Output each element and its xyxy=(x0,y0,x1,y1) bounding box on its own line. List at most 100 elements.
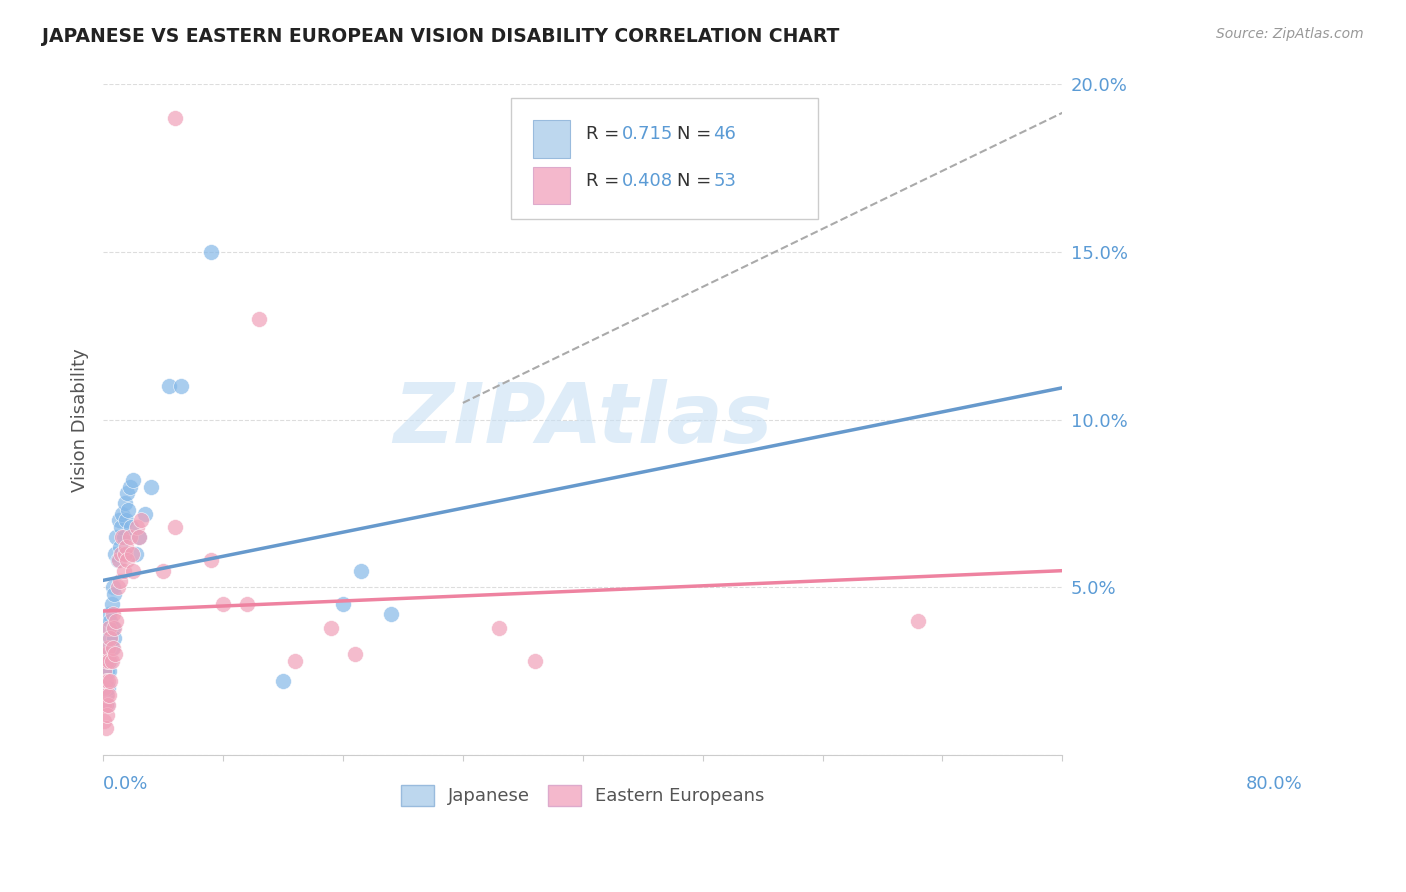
Point xyxy=(212,597,235,611)
Point xyxy=(200,245,222,260)
Point xyxy=(907,614,929,628)
Point xyxy=(114,547,136,561)
Point xyxy=(96,654,118,668)
Point xyxy=(98,607,121,621)
Point xyxy=(107,513,129,527)
Point xyxy=(284,654,307,668)
Text: R =: R = xyxy=(586,125,624,143)
Point xyxy=(200,553,222,567)
Point xyxy=(107,553,129,567)
Point xyxy=(101,640,124,655)
Point xyxy=(236,597,259,611)
Point xyxy=(93,714,115,729)
FancyBboxPatch shape xyxy=(533,120,571,158)
Point xyxy=(105,530,128,544)
Point xyxy=(98,620,121,634)
Point xyxy=(170,379,193,393)
Point xyxy=(152,564,174,578)
Point xyxy=(96,707,118,722)
Point xyxy=(96,688,118,702)
Point xyxy=(108,540,131,554)
Point xyxy=(120,520,142,534)
Point xyxy=(115,540,138,554)
Point xyxy=(128,530,150,544)
Point xyxy=(94,721,117,735)
Point xyxy=(488,620,510,634)
Point xyxy=(165,111,187,125)
Point xyxy=(96,698,118,712)
Point xyxy=(93,654,115,668)
Point xyxy=(98,654,121,668)
Point xyxy=(104,547,127,561)
Point xyxy=(94,640,117,655)
Point xyxy=(108,574,131,588)
Point xyxy=(115,553,138,567)
Text: 53: 53 xyxy=(713,171,737,190)
Point xyxy=(98,674,121,689)
Point xyxy=(97,681,120,695)
Point xyxy=(111,530,134,544)
Text: N =: N = xyxy=(676,171,717,190)
FancyBboxPatch shape xyxy=(533,167,571,204)
Point xyxy=(97,698,120,712)
Point xyxy=(115,486,138,500)
Point xyxy=(380,607,402,621)
Point xyxy=(104,648,127,662)
Point xyxy=(101,580,124,594)
Point xyxy=(101,607,124,621)
Point xyxy=(100,654,122,668)
Text: 0.715: 0.715 xyxy=(621,125,673,143)
Point xyxy=(122,564,145,578)
Point xyxy=(128,530,150,544)
Point xyxy=(118,530,141,544)
Point xyxy=(103,631,125,645)
Point xyxy=(121,547,143,561)
Point xyxy=(93,698,115,712)
Point xyxy=(97,640,120,655)
Point xyxy=(247,312,270,326)
Point xyxy=(271,674,294,689)
Point xyxy=(114,496,136,510)
Point xyxy=(165,520,187,534)
Point xyxy=(93,674,115,689)
Point xyxy=(122,473,145,487)
Point xyxy=(94,688,117,702)
Point xyxy=(112,564,135,578)
Point xyxy=(93,681,115,695)
Point xyxy=(98,664,121,678)
FancyBboxPatch shape xyxy=(510,98,818,219)
Point xyxy=(131,513,153,527)
Text: 46: 46 xyxy=(713,125,737,143)
Text: Source: ZipAtlas.com: Source: ZipAtlas.com xyxy=(1216,27,1364,41)
Point xyxy=(94,674,117,689)
Point xyxy=(98,654,121,668)
Text: JAPANESE VS EASTERN EUROPEAN VISION DISABILITY CORRELATION CHART: JAPANESE VS EASTERN EUROPEAN VISION DISA… xyxy=(42,27,839,45)
Point xyxy=(94,698,117,712)
Point xyxy=(98,631,121,645)
Point xyxy=(110,520,132,534)
Point xyxy=(103,620,125,634)
Point xyxy=(100,640,122,655)
Point xyxy=(97,674,120,689)
Point xyxy=(139,480,162,494)
Point xyxy=(134,507,156,521)
Point xyxy=(96,664,118,678)
Point xyxy=(157,379,180,393)
Text: N =: N = xyxy=(676,125,717,143)
Point xyxy=(94,648,117,662)
Point xyxy=(117,503,139,517)
Point xyxy=(96,620,118,634)
Point xyxy=(319,620,342,634)
Point xyxy=(107,553,129,567)
Point xyxy=(343,648,366,662)
Point xyxy=(103,587,125,601)
Point xyxy=(100,597,122,611)
Point xyxy=(105,614,128,628)
Point xyxy=(98,631,121,645)
Point xyxy=(107,580,129,594)
Point xyxy=(124,547,146,561)
Legend: Japanese, Eastern Europeans: Japanese, Eastern Europeans xyxy=(394,778,772,813)
Text: 0.408: 0.408 xyxy=(621,171,673,190)
Point xyxy=(112,530,135,544)
Point xyxy=(332,597,354,611)
